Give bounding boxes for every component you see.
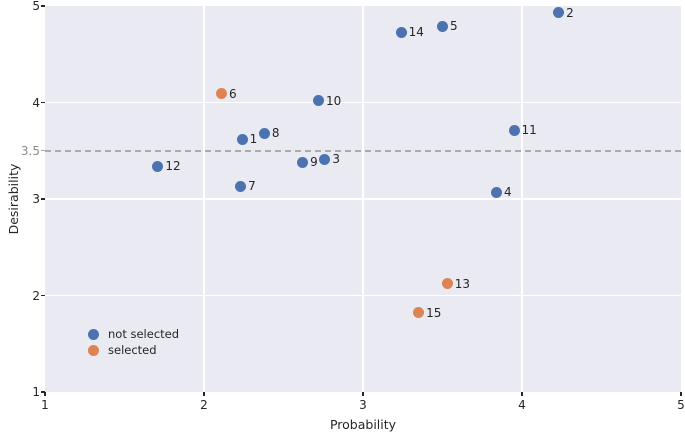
data-point xyxy=(152,160,164,172)
y-tick-label: 2 xyxy=(32,288,40,303)
y-tick-label: 5 xyxy=(32,0,40,13)
legend: not selected selected xyxy=(88,328,179,360)
x-tick-mark xyxy=(680,392,682,396)
x-tick-label: 3 xyxy=(359,398,367,412)
data-point xyxy=(395,26,407,38)
data-point-label: 6 xyxy=(228,86,237,101)
x-tick-mark xyxy=(203,392,205,396)
legend-marker-icon xyxy=(88,329,99,340)
y-tick-mark xyxy=(41,150,45,152)
data-point-label: 5 xyxy=(450,19,458,34)
data-point xyxy=(215,88,227,100)
data-point-label: 7 xyxy=(248,179,256,194)
data-point xyxy=(235,180,247,192)
data-point-label: 15 xyxy=(426,305,442,320)
data-point xyxy=(297,156,309,168)
legend-item-label: not selected xyxy=(108,327,180,341)
x-tick-mark xyxy=(44,392,46,396)
x-tick-label: 2 xyxy=(200,398,208,412)
data-point xyxy=(319,153,331,165)
data-point xyxy=(437,20,448,32)
x-axis-title: Probability xyxy=(329,417,397,432)
gridline-horizontal xyxy=(45,101,681,104)
legend-item-label: selected xyxy=(108,343,157,357)
y-tick-mark xyxy=(41,198,45,200)
threshold-dashed-line xyxy=(45,149,681,152)
y-tick-label: 3 xyxy=(32,192,40,206)
y-tick-mark xyxy=(41,294,45,297)
y-tick-label: 3.5 xyxy=(20,143,40,158)
data-point xyxy=(236,133,248,145)
data-point-label: 8 xyxy=(271,126,280,141)
data-point xyxy=(491,186,503,198)
data-point-label: 4 xyxy=(504,185,512,200)
data-point xyxy=(413,307,425,319)
legend-item: not selected xyxy=(88,328,179,341)
data-point-label: 12 xyxy=(165,159,181,174)
data-point xyxy=(508,124,520,136)
y-tick-label: 1 xyxy=(32,385,40,399)
data-point-label: 13 xyxy=(454,276,471,291)
data-point-label: 9 xyxy=(310,155,318,170)
x-tick-label: 4 xyxy=(518,398,526,412)
data-point-label: 10 xyxy=(325,93,342,108)
x-tick-label: 5 xyxy=(677,398,685,412)
data-point-label: 11 xyxy=(521,123,537,138)
x-tick-mark xyxy=(362,392,364,396)
legend-item: selected xyxy=(88,344,179,357)
gridline-horizontal xyxy=(45,294,681,297)
data-point-label: 3 xyxy=(332,152,340,167)
x-tick-mark xyxy=(521,392,523,396)
data-point-label: 1 xyxy=(249,132,258,147)
data-point xyxy=(258,127,270,139)
data-point xyxy=(553,7,565,19)
y-tick-mark xyxy=(41,5,45,7)
data-point xyxy=(441,278,453,290)
y-tick-mark xyxy=(41,101,45,104)
data-point xyxy=(312,95,324,107)
data-point-label: 14 xyxy=(408,25,424,40)
x-tick-label: 1 xyxy=(41,398,49,412)
gridline-horizontal xyxy=(45,198,681,200)
data-point-label: 2 xyxy=(566,5,574,20)
y-tick-mark xyxy=(41,391,45,393)
plot-area: 1 2 3 4 5 7 8 9 10 11 12 14 6 13 15 xyxy=(45,6,681,392)
legend-marker-icon xyxy=(88,345,99,356)
y-tick-label: 4 xyxy=(32,95,40,110)
